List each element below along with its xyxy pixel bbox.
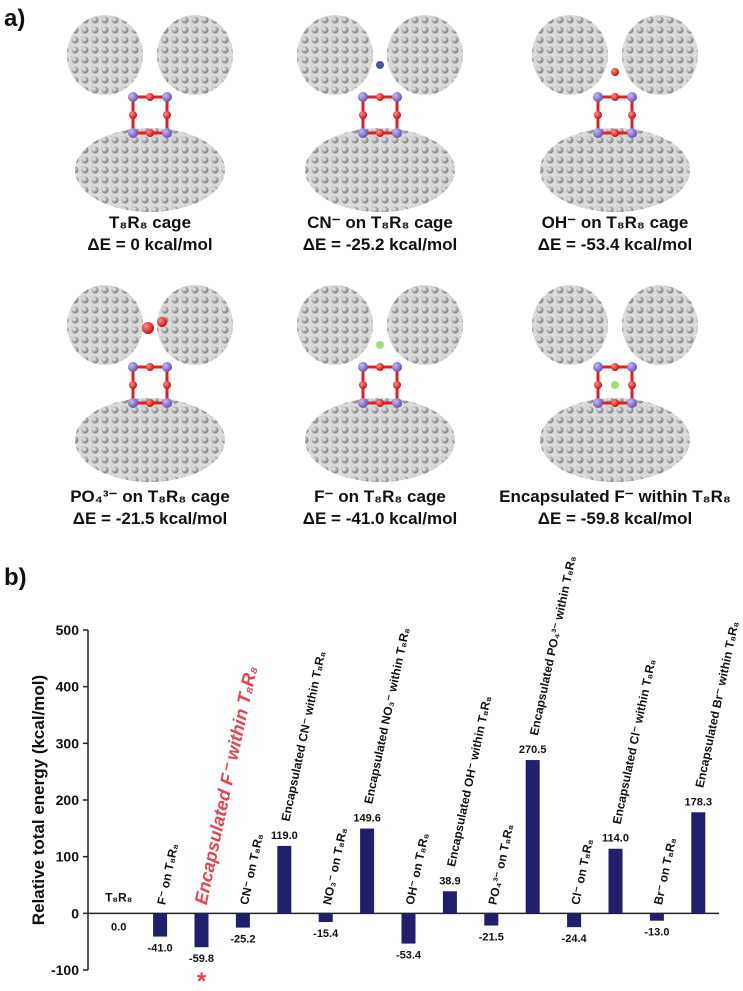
ion [376,341,384,349]
molecule [65,13,235,214]
category-label: CN⁻ on T₈R₈ [237,832,266,906]
category-label: PO₄³⁻ on T₈R₈ [486,823,517,906]
energy-label: ΔE = -25.2 kcal/mol [303,235,457,254]
bar [277,845,292,914]
ion [611,381,619,389]
molecule [295,13,465,214]
y-tick-label: 0 [71,905,79,921]
bar [442,891,457,914]
category-label: T₈R₈ [105,890,132,904]
bar [153,913,168,937]
value-label: 0.0 [111,921,126,933]
category-label: OH⁻ on T₈R₈ [403,832,432,906]
bar [235,913,250,928]
value-label: 178.3 [685,796,713,808]
value-label: 38.9 [439,875,460,887]
energy-label: ΔE = -41.0 kcal/mol [303,509,457,528]
energy-label: ΔE = -21.5 kcal/mol [73,509,227,528]
structure-name: Encapsulated F⁻ within T₈R₈ [499,487,731,506]
category-label: Encapsulated OH⁻ within T₈R₈ [444,695,494,868]
structure-name: OH⁻ on T₈R₈ cage [542,213,689,232]
bar [318,913,333,923]
value-label: 270.5 [519,744,547,756]
structure-name: F⁻ on T₈R₈ cage [314,487,446,506]
structures [65,13,700,484]
category-label: Encapsulated CN⁻ within T₈R₈ [279,650,329,823]
ion [157,317,167,327]
energy-label: ΔE = -59.8 kcal/mol [538,509,692,528]
y-tick-label: 500 [56,622,80,638]
bar [649,913,664,921]
category-label: Cl⁻ on T₈R₈ [568,838,596,906]
bar [360,828,375,914]
value-label: -24.4 [562,933,588,945]
ion [611,68,619,76]
y-tick-label: -100 [51,962,79,978]
category-label: Encapsulated PO₄³⁻ within T₈R₈ [527,554,579,736]
value-label: -15.4 [313,928,339,940]
bar [194,913,209,948]
y-axis-title: Relative total energy (kcal/mol) [29,675,48,925]
bar [567,913,582,928]
value-label: -25.2 [230,934,255,946]
structure-name: PO₄³⁻ on T₈R₈ cage [70,487,230,506]
bar [691,812,706,914]
y-tick-label: 400 [56,679,80,695]
molecule [65,283,235,484]
energy-label: ΔE = -53.4 kcal/mol [538,235,692,254]
value-label: -53.4 [396,950,422,962]
value-label: -13.0 [644,927,669,939]
category-label: Br⁻ on T₈R₈ [651,836,679,906]
value-label: -21.5 [479,932,504,944]
value-label: -59.8 [189,953,214,965]
bar [525,760,540,914]
category-label: Encapsulated NO₃⁻ within T₈R₈ [361,626,412,805]
bar [608,848,623,914]
structure-name: CN⁻ on T₈R₈ cage [307,213,453,232]
bar [484,913,499,926]
ion [376,61,384,69]
value-label: -41.0 [148,943,173,955]
y-tick-label: 200 [56,792,80,808]
category-label: Encapsulated Br⁻ within T₈R₈ [693,620,742,789]
value-label: 149.6 [353,813,381,825]
molecule [530,13,700,214]
energy-label: ΔE = 0 kcal/mol [87,235,212,254]
panel-label: b) [4,564,27,591]
value-label: 119.0 [271,830,298,842]
panel-label: a) [4,5,25,32]
structure-name: T₈R₈ cage [109,213,191,232]
molecule [295,283,465,484]
y-tick-label: 100 [56,849,80,865]
bar [401,913,416,944]
value-label: 114.0 [602,833,629,845]
ion [142,322,154,334]
category-label: F⁻ on T₈R₈ [154,842,181,906]
category-label: Encapsulated Cl⁻ within T₈R₈ [610,658,659,825]
y-tick-label: 300 [56,735,80,751]
highlight-marker: * [197,968,207,986]
category-label: NO₃⁻ on T₈R₈ [320,826,350,906]
